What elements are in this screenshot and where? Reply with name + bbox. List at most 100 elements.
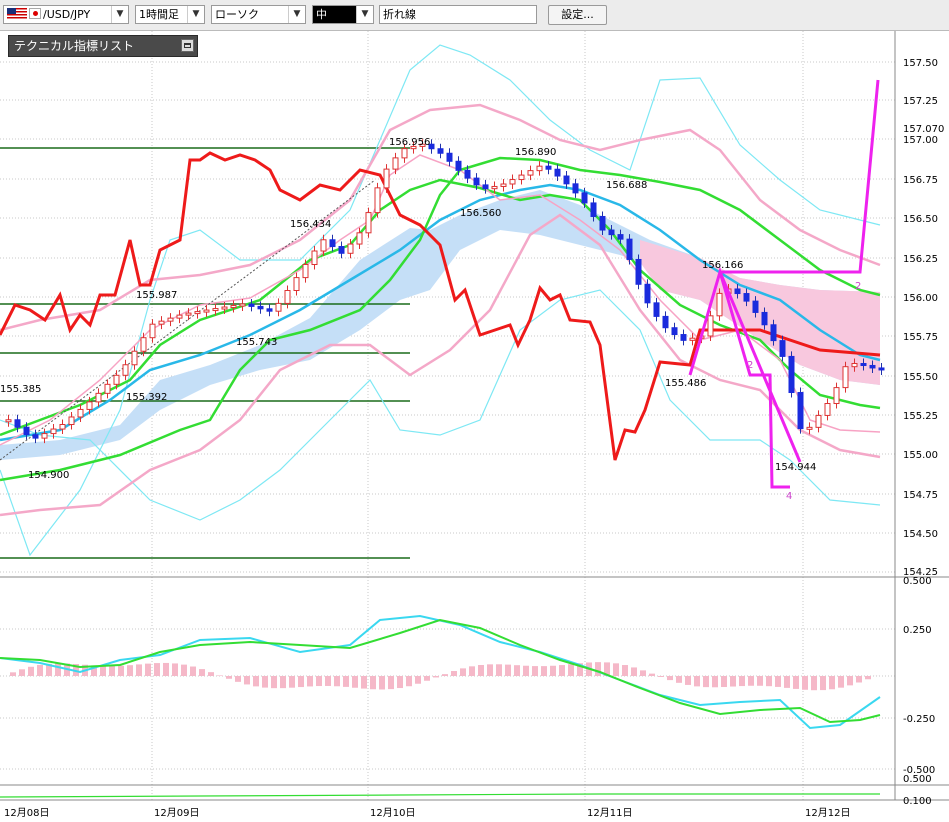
histogram-bar	[811, 676, 817, 691]
candle	[365, 212, 372, 234]
candle	[536, 165, 543, 172]
histogram-bar	[820, 676, 826, 691]
candle	[437, 148, 444, 154]
candle	[473, 177, 480, 186]
chart-style-select[interactable]: ローソク ▼	[211, 5, 306, 24]
histogram-bar	[829, 676, 835, 690]
candle	[338, 246, 345, 254]
histogram-bar	[658, 676, 664, 677]
color-mode-select[interactable]: 中 ▼	[312, 5, 374, 24]
candle	[734, 288, 741, 295]
bollinger-upper-2	[0, 44, 881, 557]
candle	[230, 305, 237, 309]
candle	[59, 424, 66, 430]
chevron-down-icon[interactable]: ▼	[356, 6, 373, 23]
timeframe-label: 1時間足	[139, 8, 179, 21]
histogram-bar	[397, 676, 403, 689]
histogram-bar	[559, 665, 565, 676]
candle	[329, 239, 336, 248]
histogram-bar	[712, 676, 718, 688]
x-tick: 12月09日	[154, 807, 199, 819]
candle	[716, 292, 723, 317]
candle	[806, 426, 813, 430]
candle	[653, 302, 660, 317]
chevron-down-icon[interactable]: ▼	[111, 6, 128, 23]
settings-button[interactable]: 設定...	[548, 5, 607, 25]
candle	[770, 324, 777, 342]
price-label: 154.900	[28, 470, 69, 481]
candle	[392, 157, 399, 170]
histogram-bar	[226, 676, 232, 679]
histogram-bar	[370, 676, 376, 690]
histogram-bar	[469, 666, 475, 676]
timeframe-select[interactable]: 1時間足 ▼	[135, 5, 205, 24]
histogram-bar	[721, 676, 727, 688]
overlay-label: 折れ線	[383, 8, 416, 21]
histogram-bar	[532, 666, 538, 676]
histogram-bar	[109, 665, 115, 676]
candle	[356, 232, 363, 245]
candle	[572, 183, 579, 194]
candle	[509, 179, 516, 185]
indicator-list-panel[interactable]: テクニカル指標リスト	[8, 35, 198, 57]
maximize-icon[interactable]	[181, 39, 194, 52]
candle	[86, 401, 93, 410]
wave-label: 4	[786, 491, 792, 502]
overlay-input[interactable]: 折れ線	[379, 5, 537, 24]
chevron-down-icon[interactable]: ▼	[288, 6, 305, 23]
histogram-bar	[757, 676, 763, 686]
candle	[194, 311, 201, 315]
histogram-bar	[550, 665, 556, 676]
histogram-bar	[190, 666, 196, 676]
oscillator-line	[0, 793, 880, 798]
symbol-select[interactable]: /USD/JPY ▼	[3, 5, 129, 24]
price-label: 156.166	[702, 260, 743, 271]
price-annotations: 155.385 154.900 155.987 155.743 155.392 …	[0, 137, 816, 481]
histogram-bar	[154, 663, 160, 676]
price-label: 156.956	[389, 137, 430, 148]
histogram-bar	[208, 672, 214, 676]
histogram-bar	[847, 676, 853, 686]
candle	[293, 277, 300, 292]
candle	[662, 315, 669, 329]
y-tick: 0.100	[903, 796, 932, 807]
candle	[779, 340, 786, 357]
chevron-down-icon[interactable]: ▼	[187, 6, 204, 23]
histogram-bar	[73, 664, 79, 676]
histogram-bar	[199, 669, 205, 676]
histogram-bar	[784, 676, 790, 688]
candle	[743, 293, 750, 302]
candle	[104, 383, 111, 394]
candle	[608, 229, 615, 236]
x-tick: 12月12日	[805, 807, 850, 819]
candle	[482, 184, 489, 190]
color-mode-label: 中	[316, 8, 327, 21]
candle	[122, 364, 129, 376]
jp-flag-icon	[29, 8, 41, 19]
y-tick: 155.00	[903, 450, 938, 461]
y-tick: 156.50	[903, 214, 938, 225]
histogram-bar	[478, 664, 484, 676]
indicator-list-title: テクニカル指標リスト	[14, 39, 135, 53]
histogram-bar	[298, 676, 304, 688]
candle	[68, 416, 75, 426]
candle	[563, 175, 570, 185]
moving-average-green-2	[0, 178, 881, 437]
candle	[5, 419, 12, 423]
candle	[167, 317, 174, 322]
histogram-bar	[100, 665, 106, 676]
price-label: 155.987	[136, 290, 177, 301]
y-tick: 157.00	[903, 135, 938, 146]
histogram-bar	[127, 665, 133, 676]
candle	[383, 168, 390, 189]
candle	[455, 160, 462, 171]
histogram-bar	[604, 662, 610, 676]
candle	[869, 364, 876, 369]
histogram-bar	[523, 665, 529, 676]
histogram-bar	[856, 676, 862, 683]
candlesticks[interactable]	[5, 139, 885, 444]
histogram-bar	[289, 676, 295, 688]
histogram-bar	[235, 676, 241, 682]
histogram-bar	[613, 663, 619, 676]
